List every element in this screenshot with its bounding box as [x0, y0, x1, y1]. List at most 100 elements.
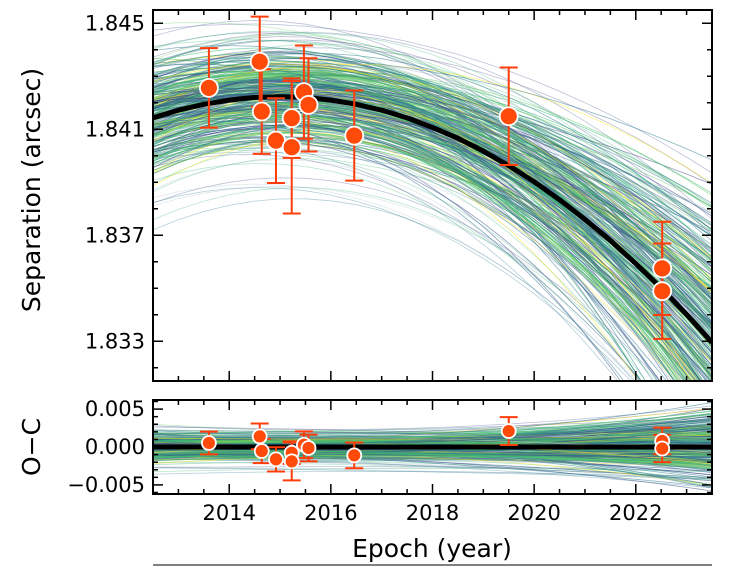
- data-point: [654, 440, 671, 457]
- posterior-draw-line: [153, 146, 679, 381]
- best-fit-curve: [153, 94, 712, 345]
- data-point: [298, 94, 319, 115]
- residual-y-tick-label: 0.005: [85, 397, 145, 421]
- posterior-draw-line: [153, 31, 712, 300]
- posterior-draw-line: [153, 114, 712, 250]
- posterior-draw-line: [153, 424, 712, 435]
- posterior-draw-line: [153, 433, 712, 441]
- residual-points: [199, 416, 672, 482]
- x-tick-label: 2016: [304, 501, 357, 525]
- posterior-draw-line: [153, 23, 712, 174]
- posterior-draw-line: [153, 467, 712, 473]
- posterior-draw-line: [153, 183, 639, 381]
- posterior-draw-line: [153, 74, 712, 231]
- posterior-draw-line: [153, 63, 712, 299]
- posterior-draw-line: [153, 56, 712, 161]
- posterior-draw-line: [153, 120, 697, 381]
- posterior-draw-line: [153, 66, 712, 321]
- posterior-draw-line: [153, 31, 712, 220]
- posterior-draw-line: [153, 110, 689, 381]
- posterior-draw-line: [153, 47, 712, 316]
- posterior-draw-line: [153, 111, 712, 307]
- observations-top: [198, 15, 673, 340]
- x-tick-label: 2018: [406, 501, 459, 525]
- residual-y-tick-label: 0.000: [85, 435, 145, 459]
- y-axis-label-top: Separation (arcsec): [17, 68, 46, 312]
- posterior-draw-line: [153, 159, 634, 381]
- posterior-draw-line: [153, 86, 712, 250]
- data-point: [281, 137, 302, 158]
- y-axis-label-residual: O−C: [17, 418, 46, 476]
- data-point: [500, 423, 517, 439]
- posterior-draw-line: [153, 120, 625, 381]
- posterior-draw-line: [153, 132, 681, 381]
- posterior-draw-line: [153, 77, 712, 376]
- posterior-draw-line: [153, 185, 673, 381]
- top-y-tick-label: 1.841: [85, 117, 145, 141]
- posterior-draws-top: [153, 19, 712, 381]
- posterior-draw-line: [153, 124, 709, 381]
- data-point: [200, 435, 217, 451]
- posterior-draw-line: [153, 77, 712, 376]
- axes: 1.833 1.837 1.841 1.845 −0.005 0.000 0.005 2014…: [67, 9, 713, 525]
- posterior-draw-line: [153, 128, 621, 381]
- posterior-draw-line: [153, 467, 712, 480]
- posterior-draw-line: [153, 438, 712, 444]
- data-point: [251, 428, 268, 445]
- posterior-draw-line: [153, 405, 712, 431]
- posterior-draw-line: [153, 143, 619, 381]
- posterior-draw-line: [153, 108, 712, 326]
- posterior-draw-line: [153, 73, 712, 308]
- top-y-tick-label: 1.845: [85, 11, 145, 35]
- posterior-draw-line: [153, 39, 712, 211]
- posterior-draw-line: [153, 39, 712, 231]
- posterior-draw-line: [153, 36, 712, 341]
- data-point: [652, 281, 673, 302]
- data-point: [253, 443, 270, 459]
- posterior-draw-line: [153, 85, 712, 224]
- data-point: [249, 51, 270, 72]
- posterior-draw-line: [153, 66, 712, 364]
- posterior-draw-line: [153, 112, 676, 381]
- residual-y-tick-label: −0.005: [67, 473, 145, 497]
- x-tick-label: 2020: [507, 501, 560, 525]
- posterior-draw-line: [153, 449, 712, 462]
- x-axis-label: Epoch (year): [352, 534, 512, 563]
- posterior-draw-line: [153, 198, 636, 381]
- data-point: [268, 451, 284, 468]
- posterior-draw-line: [153, 88, 712, 290]
- top-y-tick-label: 1.833: [85, 329, 145, 353]
- posterior-draw-line: [153, 471, 712, 479]
- data-point: [300, 440, 317, 456]
- posterior-draw-line: [153, 85, 679, 381]
- data-point: [346, 447, 363, 464]
- posterior-draw-line: [153, 453, 712, 468]
- posterior-draw-line: [153, 34, 712, 302]
- posterior-draw-line: [153, 154, 642, 381]
- posterior-draw-line: [153, 136, 712, 336]
- posterior-draw-line: [153, 402, 712, 438]
- posterior-draw-line: [153, 414, 712, 435]
- posterior-draw-line: [153, 466, 712, 477]
- posterior-draw-line: [153, 147, 708, 381]
- posterior-draw-line: [153, 74, 712, 267]
- data-point: [498, 106, 519, 127]
- posterior-draw-line: [153, 47, 712, 185]
- posterior-draw-line: [153, 106, 697, 381]
- data-point: [283, 453, 300, 470]
- posterior-draw-line: [153, 117, 712, 366]
- data-point: [281, 108, 302, 129]
- posterior-draw-line: [153, 125, 712, 360]
- x-tick-label: 2014: [203, 501, 256, 525]
- best-fit-model-top: [153, 94, 712, 345]
- data-point: [652, 258, 673, 279]
- posterior-draw-line: [153, 91, 712, 230]
- posterior-draw-line: [153, 121, 686, 381]
- posterior-draw-line: [153, 466, 712, 470]
- posterior-draw-line: [153, 135, 685, 381]
- posterior-draw-line: [153, 51, 712, 304]
- posterior-draw-line: [153, 125, 680, 381]
- posterior-draw-line: [153, 32, 712, 254]
- posterior-draw-line: [153, 461, 712, 484]
